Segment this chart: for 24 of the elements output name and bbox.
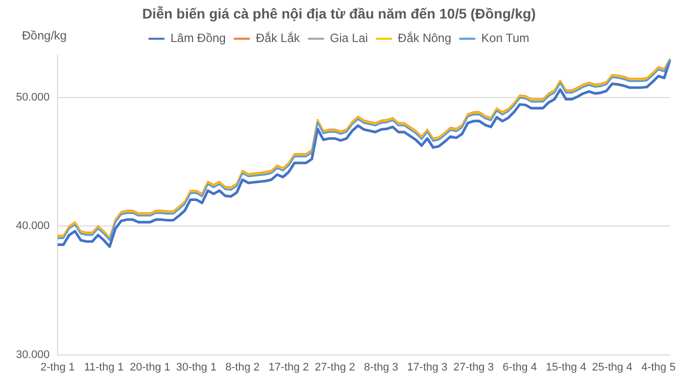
y-tick-label: 40.000 [16,220,50,232]
x-tick-label: 11-thg 1 [84,361,124,374]
legend-label: Kon Tum [481,31,530,46]
x-tick-label: 8-thg 3 [364,361,398,374]
x-tick-label: 30-thg 1 [176,361,216,374]
legend-label: Đắk Lắk [256,31,301,46]
x-tick-label: 17-thg 2 [268,361,309,374]
y-tick-label: 30.000 [16,348,50,361]
x-tick-label: 27-thg 2 [314,361,356,374]
x-tick-label: 4-thg 5 [641,361,676,374]
chart-title: Diễn biến giá cà phê nội địa từ đầu năm đến 10/5 (Đồng/kg) [142,5,536,22]
y-tick-label: 50.000 [16,91,50,104]
x-tick-label: 6-thg 4 [502,361,537,374]
x-tick-label: 20-thg 1 [130,361,170,374]
legend-label: Gia Lai [330,31,368,46]
x-tick-label: 27-thg 3 [453,361,494,374]
x-tick-label: 15-thg 4 [546,361,586,374]
x-tick-label: 2-thg 1 [40,361,75,374]
x-tick-label: 8-thg 2 [225,361,260,374]
y-axis-title: Đồng/kg [22,28,67,42]
legend-label: Đắk Nông [398,31,452,46]
x-tick-label: 25-thg 4 [592,361,632,374]
x-tick-label: 17-thg 3 [407,361,448,374]
legend-label: Lâm Đồng [170,31,226,46]
